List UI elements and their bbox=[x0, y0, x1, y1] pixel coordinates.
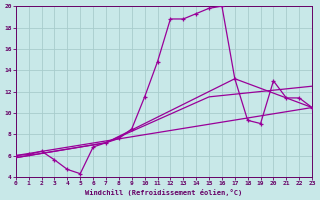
X-axis label: Windchill (Refroidissement éolien,°C): Windchill (Refroidissement éolien,°C) bbox=[85, 189, 243, 196]
